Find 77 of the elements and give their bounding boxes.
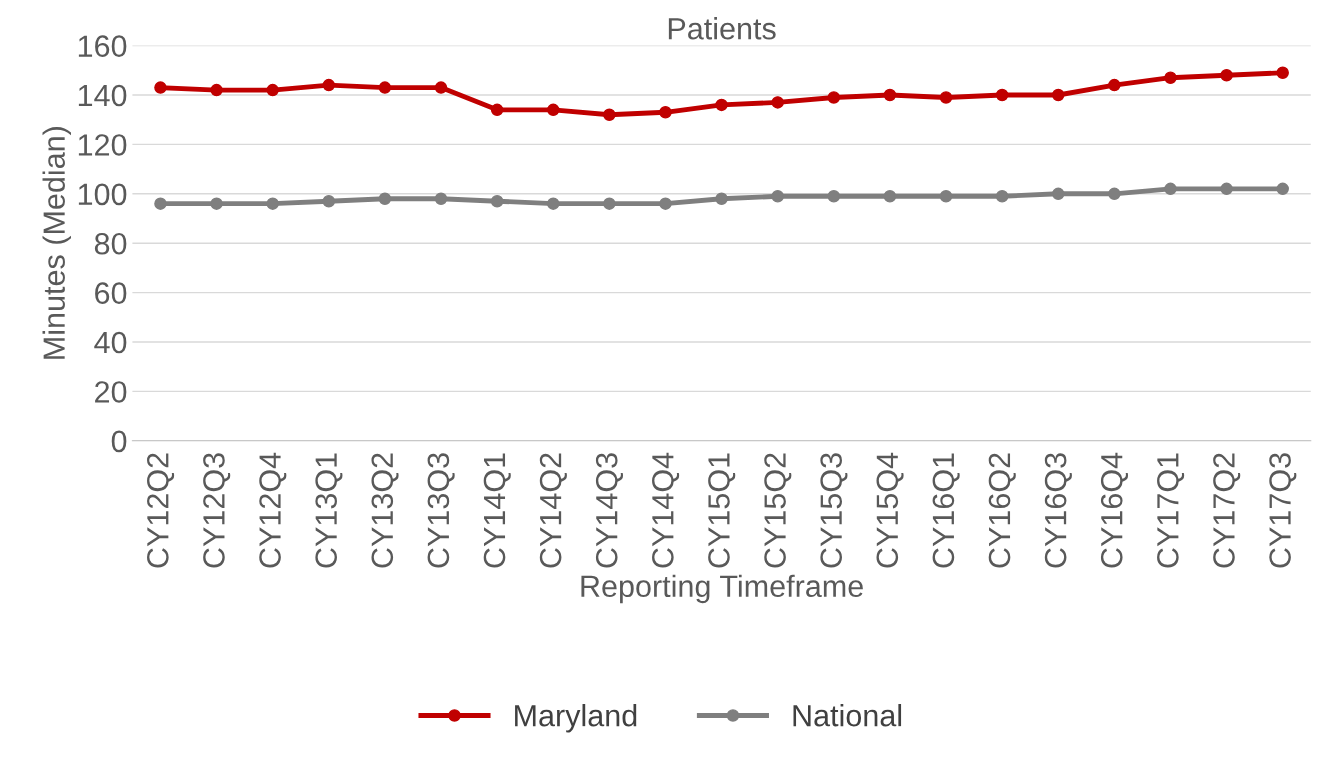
point xyxy=(490,103,504,117)
y-tick-label: 20 xyxy=(95,381,127,403)
y-tick-label: 160 xyxy=(78,35,127,57)
point xyxy=(378,192,392,205)
point xyxy=(883,190,897,203)
x-tick-label: CY15Q3 xyxy=(820,453,848,568)
point xyxy=(995,190,1009,203)
x-tick-label: CY17Q2 xyxy=(1213,453,1241,568)
x-tick-label: CY14Q2 xyxy=(539,453,567,568)
point xyxy=(715,192,728,205)
y-tick-label: 140 xyxy=(78,84,127,107)
point xyxy=(1276,182,1289,196)
y-tick-label: 80 xyxy=(94,232,127,255)
point xyxy=(210,83,223,97)
point xyxy=(603,108,616,122)
x-tick-label: CY16Q1 xyxy=(932,453,960,568)
point xyxy=(771,190,784,203)
point xyxy=(771,96,784,109)
point xyxy=(322,78,336,92)
point xyxy=(1164,71,1177,84)
point xyxy=(546,197,560,210)
point xyxy=(659,106,672,119)
x-tick-label: CY15Q2 xyxy=(764,453,792,568)
point xyxy=(883,88,897,102)
x-tick-label: CY13Q1 xyxy=(315,453,343,568)
point xyxy=(434,192,448,205)
x-tick-label: CY12Q4 xyxy=(259,452,287,568)
point xyxy=(1164,182,1177,196)
x-tick-label: CY13Q2 xyxy=(371,453,399,568)
legend-label: National xyxy=(793,704,902,727)
x-tick-label: CY14Q4 xyxy=(652,452,680,568)
point xyxy=(546,103,560,117)
point xyxy=(827,91,841,104)
point xyxy=(154,197,167,210)
x-axis-title: Reporting Timeframe xyxy=(581,574,863,604)
x-tick-label: CY13Q3 xyxy=(427,453,455,568)
y-axis-title: Minutes (Median) xyxy=(42,127,71,359)
point xyxy=(266,197,279,210)
point xyxy=(659,197,672,210)
point xyxy=(378,81,392,94)
x-tick-label: CY16Q2 xyxy=(988,453,1016,568)
point xyxy=(1220,68,1233,82)
y-tick-label: 40 xyxy=(94,331,127,354)
point xyxy=(1220,182,1233,196)
point xyxy=(1108,187,1121,201)
x-tick-label: CY14Q1 xyxy=(483,453,511,568)
y-tick-label: 60 xyxy=(95,282,127,304)
point xyxy=(434,81,448,94)
point xyxy=(1052,187,1065,201)
y-tick-label: 100 xyxy=(78,183,127,206)
point xyxy=(266,83,279,97)
point xyxy=(490,194,504,208)
point xyxy=(1276,66,1289,80)
x-tick-label: CY16Q3 xyxy=(1044,453,1072,568)
x-tick-label: CY12Q3 xyxy=(203,453,231,568)
point xyxy=(154,81,167,94)
x-tick-label: CY15Q4 xyxy=(876,452,904,568)
y-tick-label: 120 xyxy=(78,134,127,156)
point xyxy=(939,190,953,203)
legend-label: Maryland xyxy=(515,704,637,733)
x-tick-label: CY17Q1 xyxy=(1157,453,1185,568)
point xyxy=(210,197,223,210)
point xyxy=(1108,78,1121,92)
x-tick-label: CY17Q3 xyxy=(1269,453,1297,568)
point xyxy=(603,197,616,210)
x-tick-label: CY15Q1 xyxy=(708,453,736,568)
point xyxy=(715,98,728,112)
x-tick-label: CY16Q4 xyxy=(1100,452,1129,568)
x-tick-label: CY12Q2 xyxy=(147,453,175,568)
point xyxy=(1052,88,1065,102)
y-tick-label: 0 xyxy=(111,430,127,453)
point xyxy=(995,88,1009,102)
chart-title: Patients xyxy=(668,17,776,40)
point xyxy=(827,190,841,203)
x-tick-label: CY14Q3 xyxy=(595,453,624,568)
point xyxy=(939,91,953,104)
point xyxy=(322,194,336,208)
